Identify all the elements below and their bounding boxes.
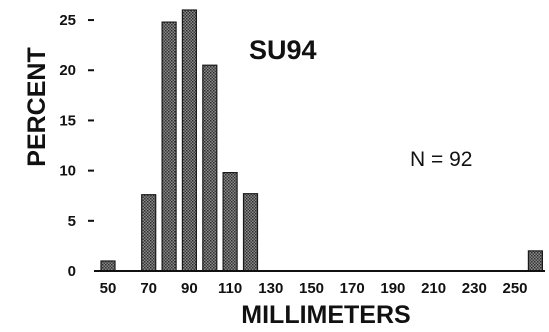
x-tick-label-110: 110 xyxy=(218,280,242,297)
x-tick-label-90: 90 xyxy=(181,280,198,297)
y-tick-label-20: 20 xyxy=(59,62,76,79)
bar-70 xyxy=(141,194,157,272)
x-axis-title: MILLIMETERS xyxy=(241,301,410,329)
y-tick-label-0: 0 xyxy=(68,263,76,280)
sample-size-label: N = 92 xyxy=(410,148,472,171)
bar-260 xyxy=(527,250,544,272)
x-tick-label-250: 250 xyxy=(502,280,527,297)
tick-labels: 0 5 10 15 20 25 50 70 90 110 130 150 170 190 210 230 250 xyxy=(59,12,527,297)
x-tick-label-230: 230 xyxy=(462,280,487,297)
x-tick-label-190: 190 xyxy=(380,280,405,297)
x-tick-label-50: 50 xyxy=(100,280,117,297)
bar-50 xyxy=(100,260,116,272)
x-tick-label-170: 170 xyxy=(340,280,365,297)
bar-80 xyxy=(161,21,177,272)
x-tick-label-210: 210 xyxy=(421,280,446,297)
bar-120 xyxy=(242,193,259,272)
y-tick-label-25: 25 xyxy=(59,12,76,29)
x-tick-label-70: 70 xyxy=(140,280,157,297)
y-tick-label-10: 10 xyxy=(59,163,76,180)
y-axis-title: PERCENT xyxy=(23,47,51,166)
y-tick-label-15: 15 xyxy=(59,112,76,129)
bars xyxy=(100,9,544,272)
bar-110 xyxy=(222,172,238,272)
bar-100 xyxy=(202,64,218,272)
x-tick-label-150: 150 xyxy=(299,280,324,297)
x-tick-label-130: 130 xyxy=(258,280,283,297)
axes xyxy=(88,19,545,272)
series-label: SU94 xyxy=(249,35,317,65)
bar-90 xyxy=(181,9,197,272)
y-tick-label-5: 5 xyxy=(68,213,76,230)
